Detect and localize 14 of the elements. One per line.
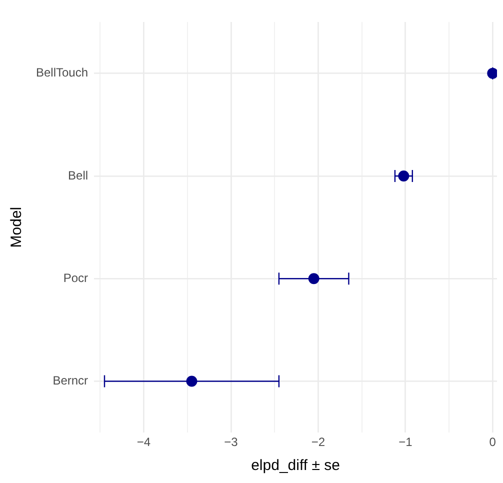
x-tick-label: −3 bbox=[224, 435, 238, 450]
x-axis-title: elpd_diff ± se bbox=[251, 457, 340, 474]
x-tick-label: −1 bbox=[398, 435, 413, 450]
y-axis-title: Model bbox=[8, 206, 26, 248]
y-tick-label: Pocr bbox=[63, 270, 88, 285]
x-tick-label: −4 bbox=[136, 435, 151, 450]
y-tick-label: Berncr bbox=[52, 374, 88, 388]
x-tick-label: 0 bbox=[489, 435, 496, 450]
x-tick-label: −2 bbox=[311, 435, 326, 450]
point bbox=[487, 68, 497, 79]
point bbox=[186, 376, 198, 387]
y-tick-label: Bell bbox=[68, 168, 88, 182]
point bbox=[308, 273, 320, 284]
y-tick-label: BellTouch bbox=[36, 66, 88, 80]
